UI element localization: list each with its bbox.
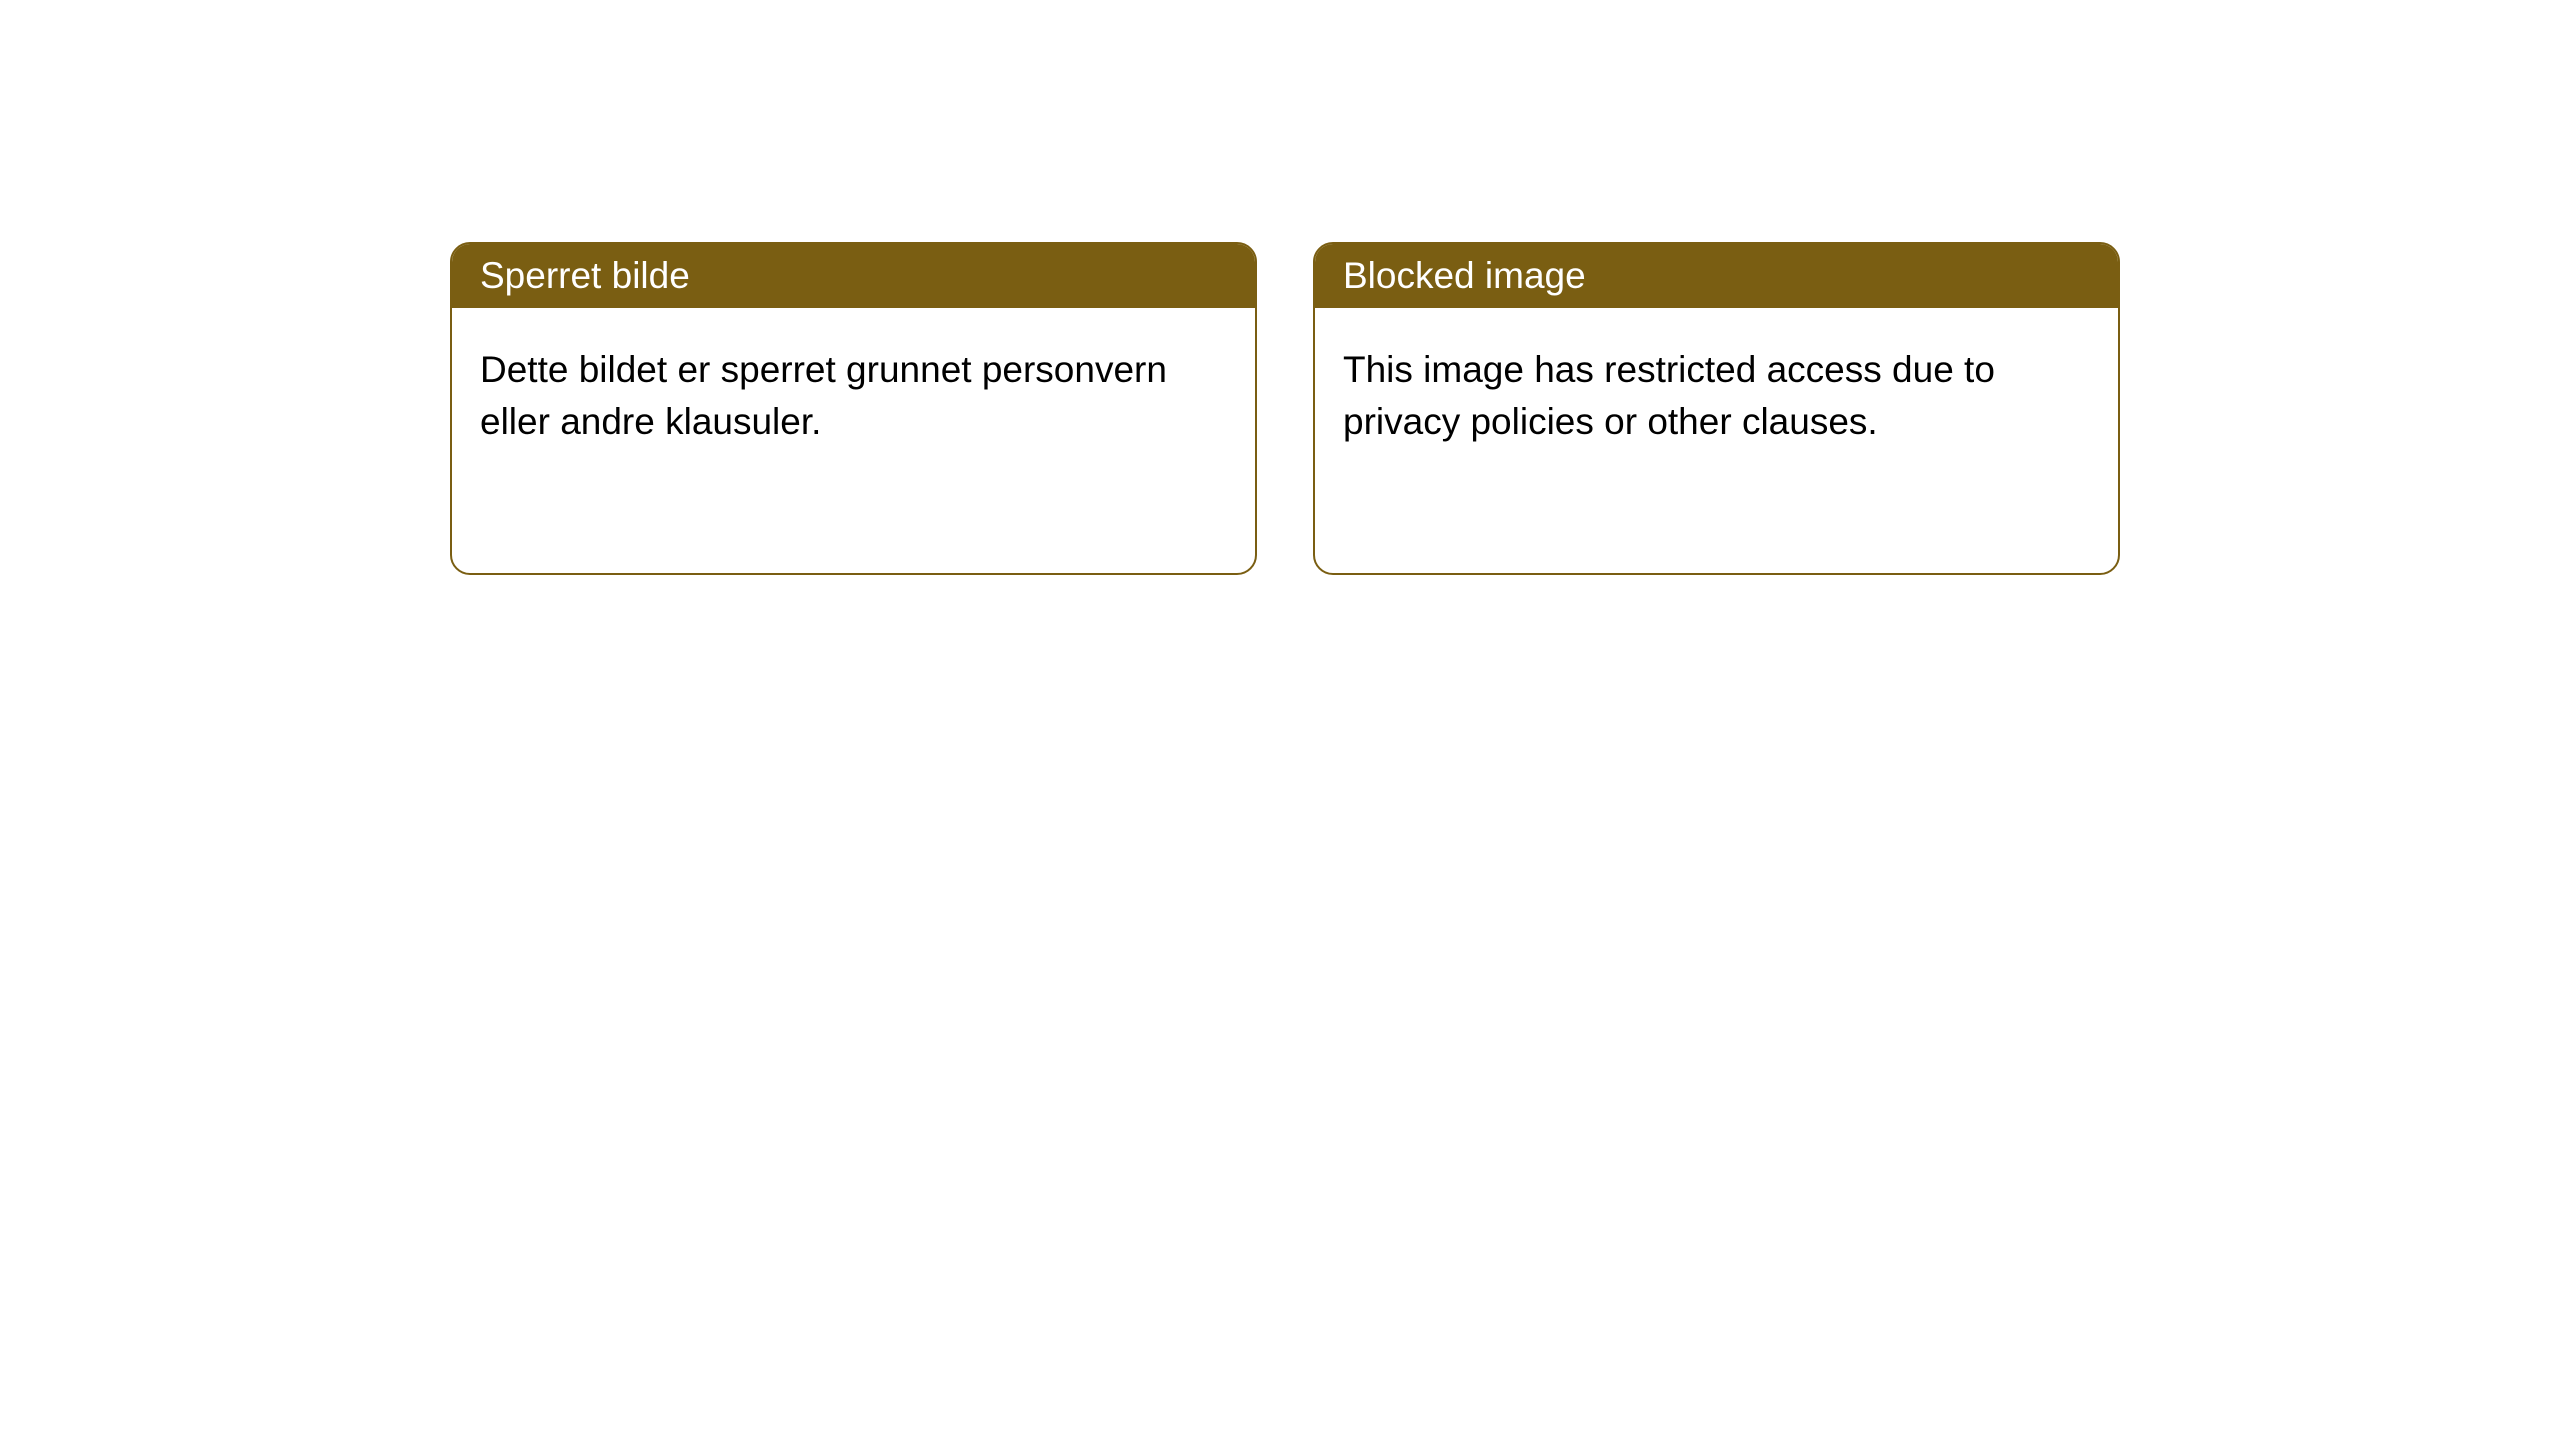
card-header: Sperret bilde [452,244,1255,308]
blocked-image-card-no: Sperret bilde Dette bildet er sperret gr… [450,242,1257,575]
card-header: Blocked image [1315,244,2118,308]
card-body-text: Dette bildet er sperret grunnet personve… [480,349,1167,442]
card-title: Sperret bilde [480,255,690,296]
cards-container: Sperret bilde Dette bildet er sperret gr… [450,242,2120,575]
card-title: Blocked image [1343,255,1586,296]
card-body: This image has restricted access due to … [1315,308,2118,484]
card-body: Dette bildet er sperret grunnet personve… [452,308,1255,484]
card-body-text: This image has restricted access due to … [1343,349,1995,442]
blocked-image-card-en: Blocked image This image has restricted … [1313,242,2120,575]
